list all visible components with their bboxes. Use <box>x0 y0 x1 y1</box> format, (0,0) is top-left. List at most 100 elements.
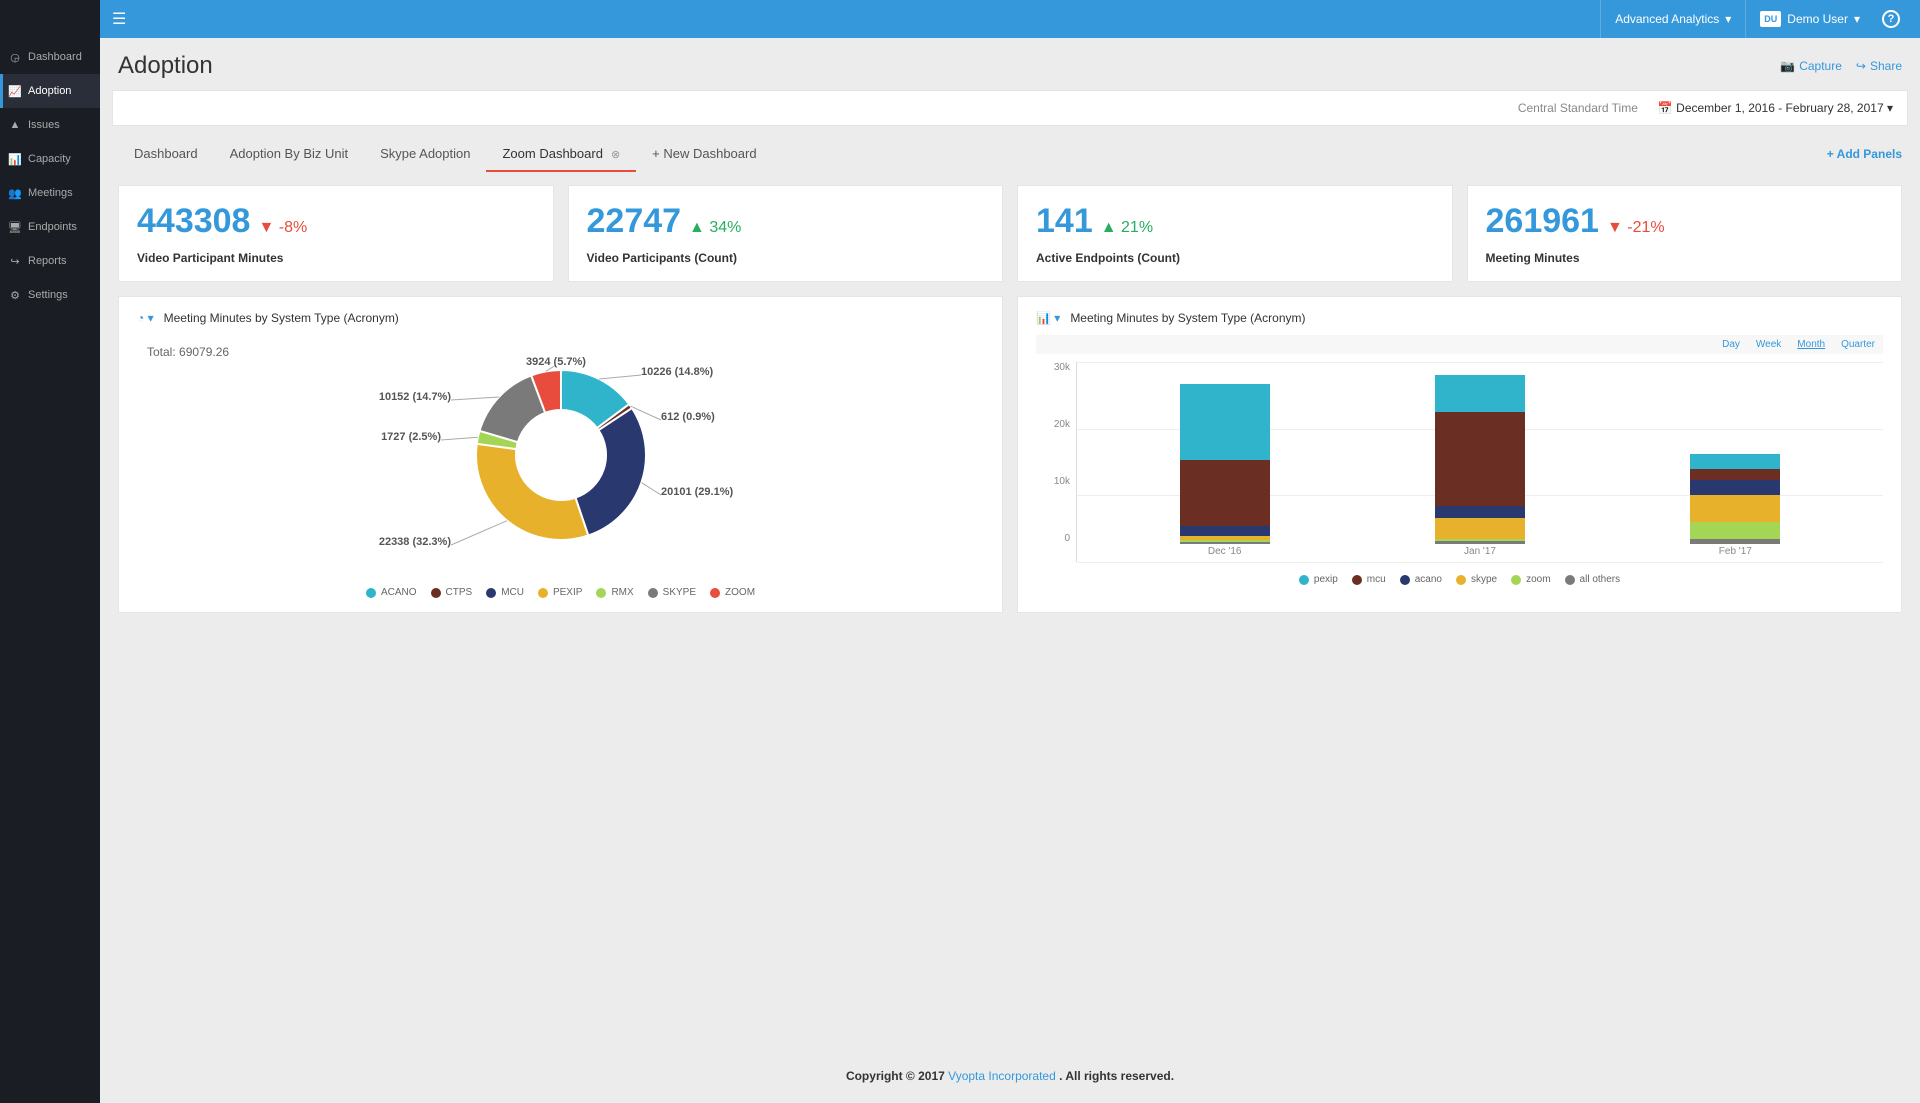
bar-segment-all-others <box>1435 541 1525 544</box>
bar-segment-skype <box>1690 495 1780 522</box>
hamburger-icon[interactable]: ☰ <box>112 9 126 29</box>
help-icon: ? <box>1882 10 1900 28</box>
bar-chart: 30k20k10k0 Dec '16 Jan '17 Feb '17 <box>1036 362 1883 562</box>
timezone-label: Central Standard Time <box>1518 101 1638 115</box>
legend-item[interactable]: PEXIP <box>538 587 582 598</box>
legend-item[interactable]: ZOOM <box>710 587 755 598</box>
x-axis-label: Dec '16 <box>1180 546 1270 557</box>
legend-item[interactable]: CTPS <box>431 587 473 598</box>
chart-title: Meeting Minutes by System Type (Acronym) <box>164 311 399 325</box>
analytics-label: Advanced Analytics <box>1615 12 1719 26</box>
page-header: Adoption 📷 Capture ↪ Share <box>100 38 1920 90</box>
analytics-dropdown[interactable]: Advanced Analytics ▾ <box>1600 0 1745 38</box>
kpi-delta: ▲ 21% <box>1101 219 1153 237</box>
page-title: Adoption <box>118 52 1766 80</box>
people-icon: 👥 <box>8 186 22 200</box>
bar-legend: pexip mcu acano skype zoom all others <box>1036 574 1883 585</box>
tab-dashboard[interactable]: Dashboard <box>118 136 214 171</box>
donut-total: Total: 69079.26 <box>147 345 229 359</box>
kpi-label: Meeting Minutes <box>1486 251 1884 265</box>
kpi-value: 261961 <box>1486 202 1599 241</box>
donut-label: 1727 (2.5%) <box>381 431 441 443</box>
tab-zoom-dashboard[interactable]: Zoom Dashboard⊗ <box>486 136 636 171</box>
legend-item[interactable]: SKYPE <box>648 587 696 598</box>
sidebar-item-reports[interactable]: ↪Reports <box>0 244 100 278</box>
bar-segment-pexip <box>1690 454 1780 469</box>
legend-item[interactable]: mcu <box>1352 574 1386 585</box>
share-button[interactable]: ↪ Share <box>1856 59 1902 73</box>
gauge-icon: ◶ <box>8 50 22 64</box>
kpi-delta: ▲ 34% <box>689 219 741 237</box>
close-icon[interactable]: ⊗ <box>611 149 620 161</box>
bar-column[interactable]: Dec '16 <box>1180 384 1270 544</box>
bar-segment-zoom <box>1690 522 1780 539</box>
donut-label: 22338 (32.3%) <box>378 536 450 548</box>
donut-slice-pexip[interactable] <box>476 444 588 540</box>
sidebar-item-settings[interactable]: ⚙Settings <box>0 278 100 312</box>
sidebar: ◶Dashboard📈Adoption▲Issues📊Capacity👥Meet… <box>0 0 100 1103</box>
legend-item[interactable]: pexip <box>1299 574 1338 585</box>
x-axis-label: Feb '17 <box>1690 546 1780 557</box>
calendar-icon: 📅 <box>1658 101 1673 115</box>
y-axis: 30k20k10k0 <box>1036 362 1076 562</box>
bar-segment-pexip <box>1180 384 1270 460</box>
kpi-delta: ▼ -21% <box>1607 219 1665 237</box>
sidebar-item-meetings[interactable]: 👥Meetings <box>0 176 100 210</box>
legend-item[interactable]: skype <box>1456 574 1497 585</box>
donut-slice-mcu[interactable] <box>575 408 646 535</box>
tabsbar: DashboardAdoption By Biz UnitSkype Adopt… <box>100 126 1920 171</box>
sidebar-item-capacity[interactable]: 📊Capacity <box>0 142 100 176</box>
tab-skype-adoption[interactable]: Skype Adoption <box>364 136 486 171</box>
legend-item[interactable]: zoom <box>1511 574 1550 585</box>
period-tab-day[interactable]: Day <box>1722 339 1740 350</box>
kpi-card: 141▲ 21%Active Endpoints (Count) <box>1017 185 1453 282</box>
bar-segment-acano <box>1180 526 1270 535</box>
filterbar: Central Standard Time 📅 December 1, 2016… <box>112 90 1908 126</box>
share-icon: ↪ <box>8 254 22 268</box>
tab-adoption-by-biz-unit[interactable]: Adoption By Biz Unit <box>214 136 365 171</box>
bar-segment-mcu <box>1690 469 1780 480</box>
period-tab-week[interactable]: Week <box>1756 339 1781 350</box>
kpi-card: 443308▼ -8%Video Participant Minutes <box>118 185 554 282</box>
legend-item[interactable]: ACANO <box>366 587 417 598</box>
sidebar-item-adoption[interactable]: 📈Adoption <box>0 74 100 108</box>
chart-line-icon: 📈 <box>8 84 22 98</box>
bar-column[interactable]: Feb '17 <box>1690 454 1780 544</box>
chevron-down-icon: ▾ <box>1854 12 1860 26</box>
sidebar-item-issues[interactable]: ▲Issues <box>0 108 100 142</box>
chevron-down-icon: ▾ <box>1725 12 1731 26</box>
pie-icon[interactable]: ◔ ▾ <box>137 311 154 325</box>
company-link[interactable]: Vyopta Incorporated <box>948 1069 1056 1083</box>
display-icon: 🖥 <box>8 220 22 234</box>
kpi-card: 261961 ▼ -21% Meeting Minutes <box>1467 185 1903 282</box>
donut-label: 10226 (14.8%) <box>641 366 713 378</box>
x-axis-label: Jan '17 <box>1435 546 1525 557</box>
bar-segment-mcu <box>1435 412 1525 506</box>
sidebar-item-endpoints[interactable]: 🖥Endpoints <box>0 210 100 244</box>
footer: Copyright © 2017 Vyopta Incorporated . A… <box>100 1049 1920 1103</box>
bar-column[interactable]: Jan '17 <box>1435 375 1525 544</box>
chart-title: Meeting Minutes by System Type (Acronym) <box>1070 311 1305 325</box>
legend-item[interactable]: RMX <box>596 587 633 598</box>
bar-segment-mcu <box>1180 460 1270 527</box>
bar-segment-acano <box>1690 480 1780 495</box>
kpi-row: 443308▼ -8%Video Participant Minutes2274… <box>100 171 1920 296</box>
chevron-down-icon: ▾ <box>1887 101 1893 115</box>
avatar: DU <box>1760 11 1781 27</box>
period-tab-quarter[interactable]: Quarter <box>1841 339 1875 350</box>
legend-item[interactable]: all others <box>1565 574 1621 585</box>
legend-item[interactable]: acano <box>1400 574 1442 585</box>
daterange-picker[interactable]: 📅 December 1, 2016 - February 28, 2017 ▾ <box>1658 101 1893 115</box>
user-menu[interactable]: DU Demo User ▾ <box>1745 0 1874 38</box>
camera-icon: 📷 <box>1780 59 1795 73</box>
capture-button[interactable]: 📷 Capture <box>1780 59 1842 73</box>
sidebar-item-dashboard[interactable]: ◶Dashboard <box>0 40 100 74</box>
donut-label: 3924 (5.7%) <box>526 356 586 368</box>
tab--new-dashboard[interactable]: + New Dashboard <box>636 136 772 171</box>
bar-icon[interactable]: 📊 ▾ <box>1036 311 1060 325</box>
add-panels-button[interactable]: + Add Panels <box>1827 147 1902 161</box>
kpi-value: 443308 <box>137 202 250 241</box>
help-button[interactable]: ? <box>1874 0 1908 38</box>
period-tab-month[interactable]: Month <box>1797 339 1825 350</box>
legend-item[interactable]: MCU <box>486 587 524 598</box>
